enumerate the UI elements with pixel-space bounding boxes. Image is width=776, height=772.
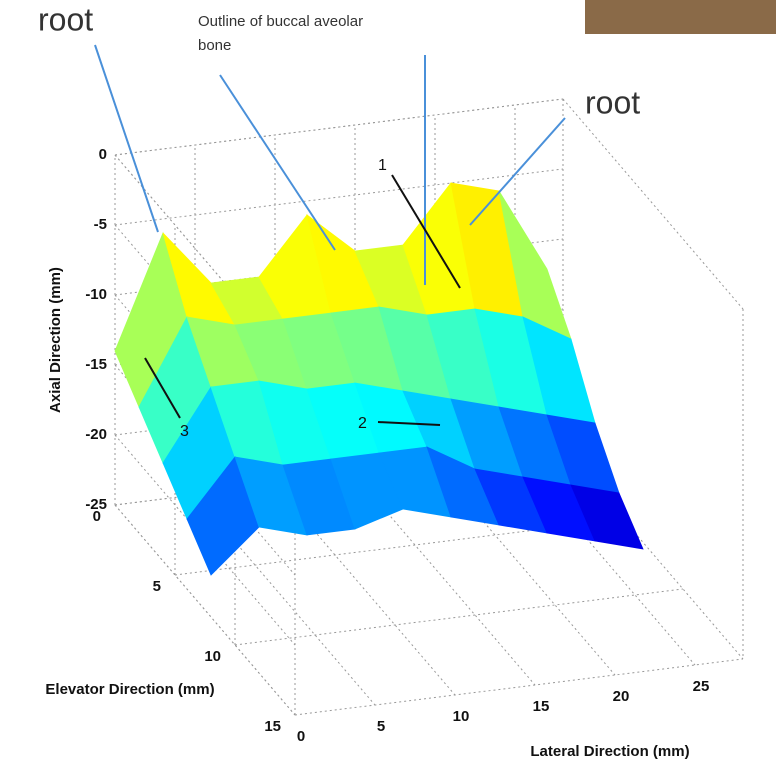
y-tick-label: 15 [264,718,281,735]
arrow [94,44,159,233]
surface-patch [570,484,644,550]
x-tick-label: 10 [453,708,470,725]
annotation: 1 [378,157,387,174]
annotation: root [585,84,640,120]
grid-line [114,504,296,716]
grid-line [114,168,564,226]
z-tick-label: 0 [99,146,107,163]
y-tick-label: 10 [204,648,221,665]
z-tick-label: -5 [94,216,107,233]
arrow [391,174,461,289]
grid-line [294,658,744,716]
arrow [377,421,441,426]
z-tick-label: -15 [85,356,107,373]
arrow [219,74,336,251]
grid-line [114,434,296,646]
x-axis-label: Lateral Direction (mm) [530,743,689,760]
grid-line [114,98,564,156]
y-tick-label: 0 [93,508,101,525]
y-tick-label: 5 [153,578,161,595]
x-tick-label: 20 [613,688,630,705]
z-axis-label: Axial Direction (mm) [47,267,64,413]
z-tick-label: -25 [85,496,107,513]
x-tick-label: 5 [377,718,385,735]
x-tick-label: 0 [297,728,305,745]
photo-strip [585,0,776,34]
arrow [144,357,181,419]
annotation: 3 [180,423,189,440]
annotation: Outline of buccal aveolar bone [198,13,363,54]
box-edge [562,98,744,310]
z-tick-label: -10 [85,286,107,303]
grid-line [234,588,684,646]
y-axis-label: Elevator Direction (mm) [45,681,214,698]
z-tick-label: -20 [85,426,107,443]
x-tick-label: 15 [533,698,550,715]
x-tick-label: 25 [693,678,710,695]
annotation: 2 [358,415,367,432]
arrow [469,117,566,226]
annotation: root [38,1,93,37]
